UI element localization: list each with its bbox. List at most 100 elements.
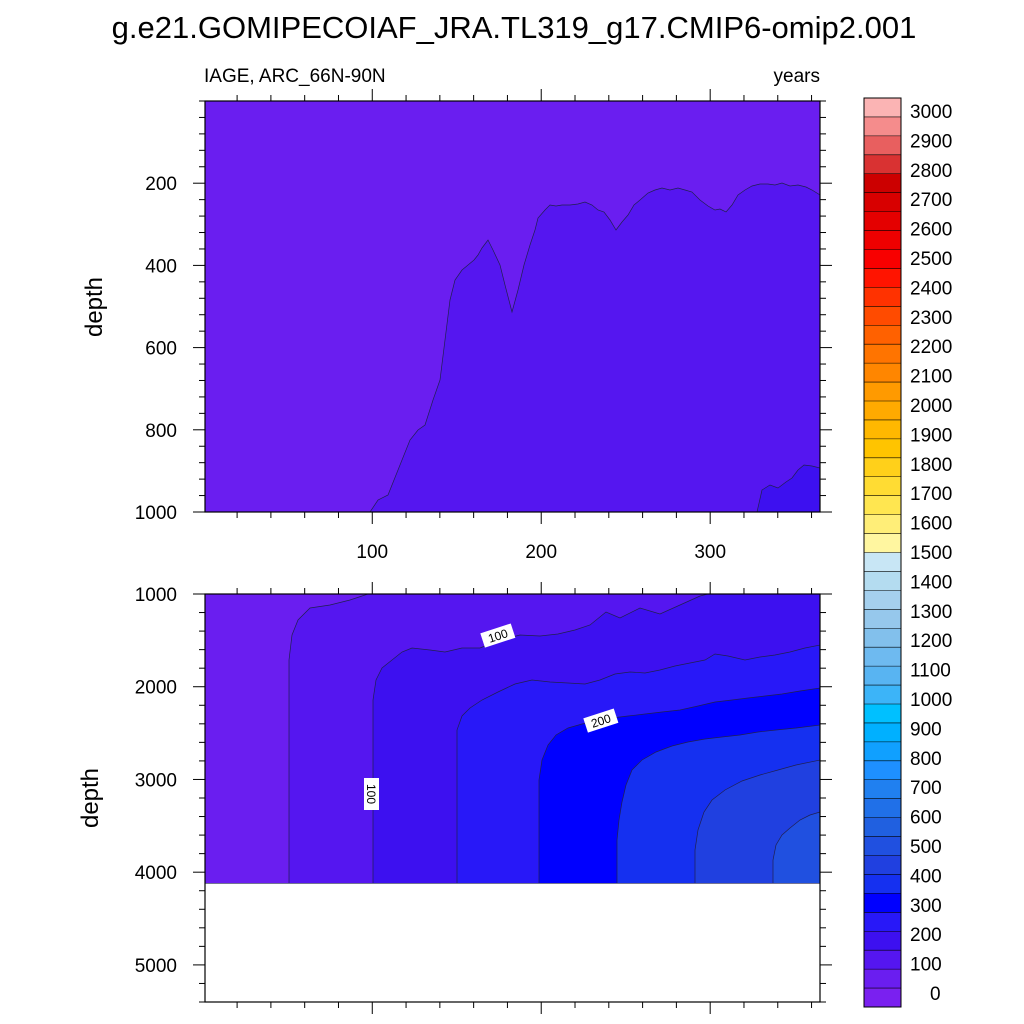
colorbar-label: 3000: [910, 102, 952, 123]
colorbar-swatch: [864, 798, 901, 819]
colorbar-label: 2000: [910, 396, 952, 417]
upper-tick-marks: [193, 89, 832, 524]
colorbar-label: 2600: [910, 220, 952, 241]
colorbar-label: 1400: [910, 572, 952, 593]
colorbar-swatch: [864, 438, 901, 459]
colorbar-swatch: [864, 647, 901, 667]
colorbar-swatch: [864, 685, 901, 705]
colorbar-swatch: [864, 609, 901, 629]
colorbar-swatch: [864, 704, 901, 724]
colorbar-swatch: [864, 931, 901, 951]
svg-text:100: 100: [486, 626, 510, 646]
colorbar-swatch: [864, 893, 901, 913]
y-tick-label: 4000: [135, 863, 177, 884]
colorbar-swatch: [864, 912, 901, 932]
colorbar-label: 2400: [910, 278, 952, 299]
x-tick-label: 200: [525, 542, 557, 563]
colorbar-swatch: [864, 173, 901, 194]
colorbar-swatch: [864, 969, 901, 989]
lower-panel: 100 200 100 1000 2000 3000 4000 5000 depth: [77, 582, 832, 1014]
y-tick-label: 200: [145, 174, 177, 195]
colorbar-label: 900: [910, 719, 942, 740]
colorbar-label: 2500: [910, 249, 952, 270]
lower-tick-marks: [193, 582, 832, 1014]
colorbar-swatch: [864, 363, 901, 383]
colorbar-label: 1000: [910, 690, 952, 711]
y-tick-label: 3000: [135, 770, 177, 791]
colorbar-swatch: [864, 760, 901, 781]
colorbar-swatch: [864, 419, 901, 440]
chart-title: g.e21.GOMIPECOIAF_JRA.TL319_g17.CMIP6-om…: [112, 10, 917, 45]
colorbar-swatch: [864, 855, 901, 875]
y-tick-label: 800: [145, 421, 177, 442]
colorbar-swatch: [864, 514, 901, 534]
upper-y-axis-label: depth: [81, 277, 108, 337]
colorbar-label: 1800: [910, 455, 952, 476]
colorbar-swatch: [864, 722, 901, 743]
colorbar-swatch: [864, 306, 901, 326]
colorbar-label: 2200: [910, 337, 952, 358]
y-tick-label: 2000: [135, 678, 177, 699]
colorbar-swatch: [864, 192, 901, 213]
colorbar-label: 1300: [910, 602, 952, 623]
y-tick-label: 600: [145, 339, 177, 360]
colorbar-swatch: [864, 287, 901, 307]
colorbar-label: 2300: [910, 308, 952, 329]
colorbar: [863, 97, 902, 1008]
colorbar-swatch: [864, 476, 901, 497]
colorbar-swatch: [864, 817, 901, 837]
colorbar-label: 1500: [910, 543, 952, 564]
colorbar-swatch: [864, 135, 901, 156]
svg-text:100: 100: [364, 784, 378, 804]
colorbar-label: 600: [910, 808, 942, 829]
colorbar-swatch: [864, 874, 901, 894]
colorbar-label: 200: [910, 925, 942, 946]
colorbar-swatch: [864, 533, 901, 553]
colorbar-label: 2700: [910, 190, 952, 211]
contour-label-200: 200: [583, 708, 619, 733]
colorbar-label: 1900: [910, 425, 952, 446]
colorbar-label: 2900: [910, 131, 952, 152]
lower-y-axis-label: depth: [77, 768, 104, 828]
colorbar-labels: 3000290028002700260025002400230022002100…: [910, 102, 952, 1005]
colorbar-swatch: [864, 988, 901, 1008]
colorbar-swatch: [864, 590, 901, 610]
colorbar-label: 700: [910, 778, 942, 799]
colorbar-swatch: [864, 401, 901, 421]
upper-band-100-200: [369, 182, 821, 513]
colorbar-label: 0: [930, 984, 941, 1005]
colorbar-swatch: [864, 741, 901, 762]
y-tick-label: 1000: [135, 585, 177, 606]
colorbar-label: 100: [910, 955, 942, 976]
colorbar-swatch: [864, 230, 901, 250]
upper-panel: 200 400 600 800 1000 100 200 300 depth: [81, 89, 832, 563]
colorbar-swatch: [864, 268, 901, 288]
y-tick-label: 5000: [135, 956, 177, 977]
colorbar-label: 500: [910, 837, 942, 858]
colorbar-swatch: [864, 98, 901, 118]
contour-label-100-left: 100: [364, 778, 379, 810]
x-tick-label: 100: [356, 542, 388, 563]
colorbar-swatch: [864, 249, 901, 269]
colorbar-label: 2800: [910, 161, 952, 182]
y-tick-label: 1000: [135, 503, 177, 524]
y-tick-label: 400: [145, 256, 177, 277]
colorbar-swatch: [864, 344, 901, 364]
colorbar-label: 1600: [910, 514, 952, 535]
colorbar-swatch: [864, 836, 901, 856]
colorbar-label: 400: [910, 866, 942, 887]
colorbar-swatch: [864, 950, 901, 970]
no-data-region: [205, 883, 820, 1002]
colorbar-swatch: [864, 457, 901, 478]
colorbar-swatch: [864, 779, 901, 800]
contour-label-100-top: 100: [480, 623, 516, 648]
colorbar-label: 300: [910, 896, 942, 917]
variable-label: IAGE, ARC_66N-90N: [204, 66, 386, 87]
colorbar-swatch: [864, 211, 901, 231]
colorbar-swatch: [864, 666, 901, 686]
colorbar-swatch: [864, 628, 901, 648]
colorbar-swatch: [864, 552, 901, 572]
colorbar-swatch: [864, 382, 901, 402]
colorbar-frame: [863, 97, 902, 1008]
